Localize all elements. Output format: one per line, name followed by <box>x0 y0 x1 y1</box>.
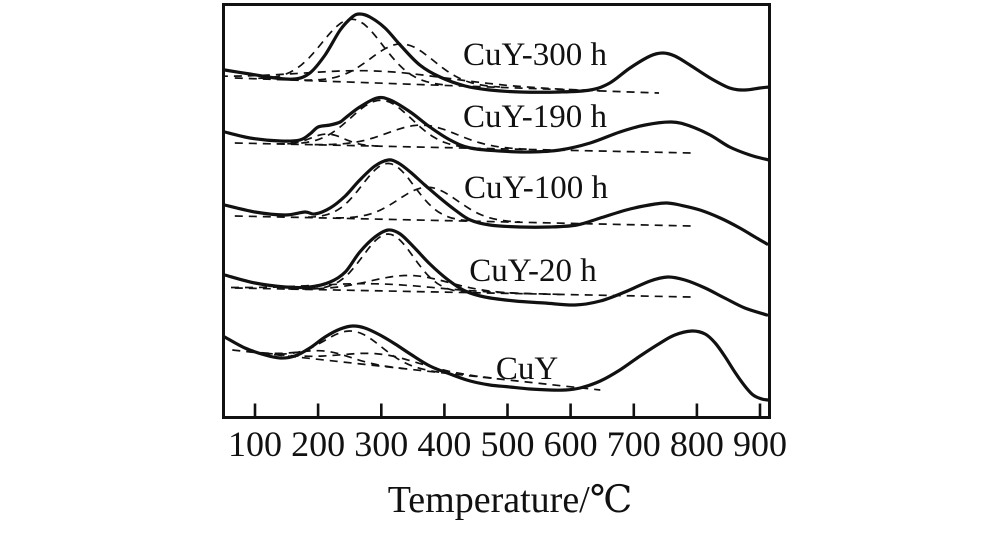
deconvoluted-peak-cuy-300-h-3 <box>224 69 601 92</box>
series-label-cuy-300-h: CuY-300 h <box>463 37 607 73</box>
curve-cuy-190-h <box>224 95 768 162</box>
x-tick-label-600: 600 <box>544 424 598 464</box>
series-label-cuy: CuY <box>496 351 558 387</box>
deconvoluted-peak-cuy-1 <box>264 330 442 374</box>
curve-cuy-300-h <box>224 12 768 94</box>
baseline-dashed-cuy-190-h <box>234 142 691 154</box>
curve-cuy-100-h <box>224 158 768 246</box>
deconvoluted-peak-cuy-300-h-2 <box>304 43 500 88</box>
series-cuy-20-h <box>224 228 768 317</box>
x-tick-label-900: 900 <box>733 424 787 464</box>
x-axis: 100 200 300 400 500 600 700 800 900 <box>228 403 787 464</box>
curve-cuy <box>224 324 768 402</box>
deconvoluted-peak-cuy-190-h-3 <box>314 124 530 151</box>
x-tick-label-200: 200 <box>291 424 345 464</box>
deconvoluted-peak-cuy-20-h-3 <box>224 282 561 296</box>
deconvoluted-peak-cuy-300-h-1 <box>258 18 447 86</box>
x-tick-label-100: 100 <box>228 424 282 464</box>
series-cuy <box>224 324 768 402</box>
deconvoluted-peak-cuy-20-h-1 <box>309 233 467 293</box>
series-label-cuy-20-h: CuY-20 h <box>469 253 597 289</box>
x-tick-label-800: 800 <box>670 424 724 464</box>
curves-layer <box>224 12 768 402</box>
x-axis-title: Temperature/℃ <box>388 479 633 521</box>
x-tick-label-700: 700 <box>607 424 661 464</box>
x-tick-label-300: 300 <box>354 424 408 464</box>
deconvoluted-peak-cuy-100-h-1 <box>307 162 469 222</box>
series-label-cuy-100-h: CuY-100 h <box>464 170 608 206</box>
series-cuy-190-h <box>224 95 768 162</box>
x-tick-label-500: 500 <box>481 424 535 464</box>
series-cuy-100-h <box>224 158 768 246</box>
series-labels-layer: CuY-300 h CuY-190 h CuY-100 h CuY-20 h CuY <box>463 37 608 387</box>
x-tick-label-400: 400 <box>417 424 471 464</box>
deconvoluted-peak-cuy-3 <box>246 349 404 370</box>
series-cuy-300-h <box>224 12 768 94</box>
series-label-cuy-190-h: CuY-190 h <box>463 99 607 135</box>
curve-cuy-20-h <box>224 228 768 317</box>
deconvoluted-peak-cuy-190-h-2 <box>287 99 476 149</box>
plot-border <box>222 3 771 419</box>
deconvoluted-peak-cuy-2 <box>262 352 498 380</box>
